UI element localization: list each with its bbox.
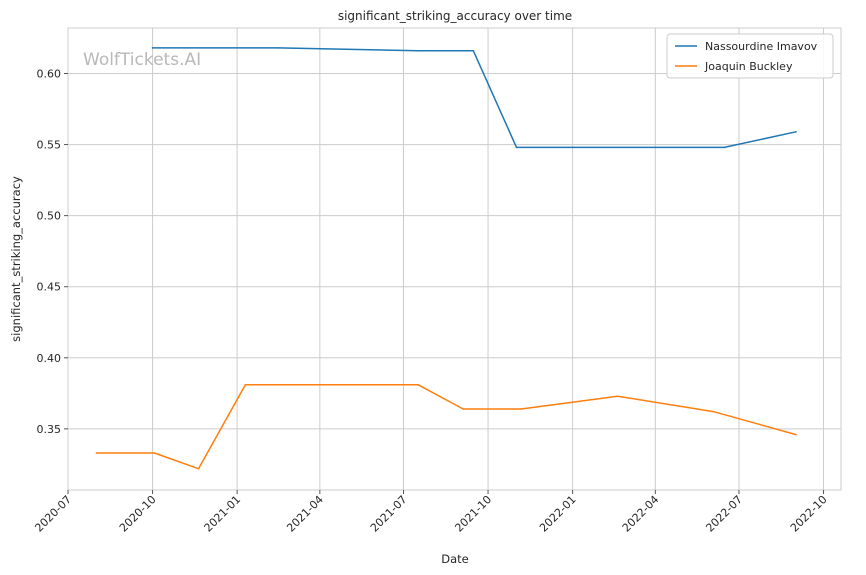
data-point — [520, 408, 522, 410]
grid — [67, 28, 841, 490]
series-line-2 — [95, 384, 797, 470]
legend: Nassourdine Imavov Joaquin Buckley — [666, 33, 834, 79]
y-tick-label: 0.40 — [37, 352, 62, 365]
data-point — [515, 146, 518, 149]
data-point — [244, 384, 247, 386]
y-axis: 0.35 0.40 0.45 0.50 0.55 0.60 — [37, 67, 68, 436]
data-point — [277, 47, 280, 49]
data-point — [462, 408, 465, 410]
chart-title: significant_striking_accuracy over time — [338, 9, 572, 23]
legend-box — [666, 33, 834, 79]
data-point — [616, 395, 619, 397]
plot-frame — [67, 27, 842, 491]
data-point — [795, 433, 797, 436]
data-point — [417, 49, 419, 52]
y-tick-label: 0.45 — [37, 281, 62, 294]
data-point — [151, 47, 154, 49]
legend-entry: Joaquin Buckley — [704, 60, 793, 73]
y-tick-label: 0.50 — [37, 210, 62, 223]
data-point — [713, 411, 715, 413]
y-axis-label: significant_striking_accuracy — [9, 176, 23, 342]
x-axis-label: Date — [441, 552, 469, 566]
data-point — [95, 452, 98, 454]
data-point — [795, 130, 797, 133]
data-point — [197, 467, 200, 470]
y-tick-label: 0.35 — [37, 423, 62, 436]
data-point — [472, 49, 475, 52]
y-tick-label: 0.60 — [37, 67, 62, 80]
data-point — [417, 384, 419, 386]
watermark: WolfTickets.AI — [83, 50, 201, 70]
data-point — [153, 452, 156, 454]
series-group — [95, 47, 797, 470]
y-tick-label: 0.55 — [37, 139, 62, 152]
data-point — [723, 146, 726, 149]
legend-entry: Nassourdine Imavov — [705, 40, 818, 53]
